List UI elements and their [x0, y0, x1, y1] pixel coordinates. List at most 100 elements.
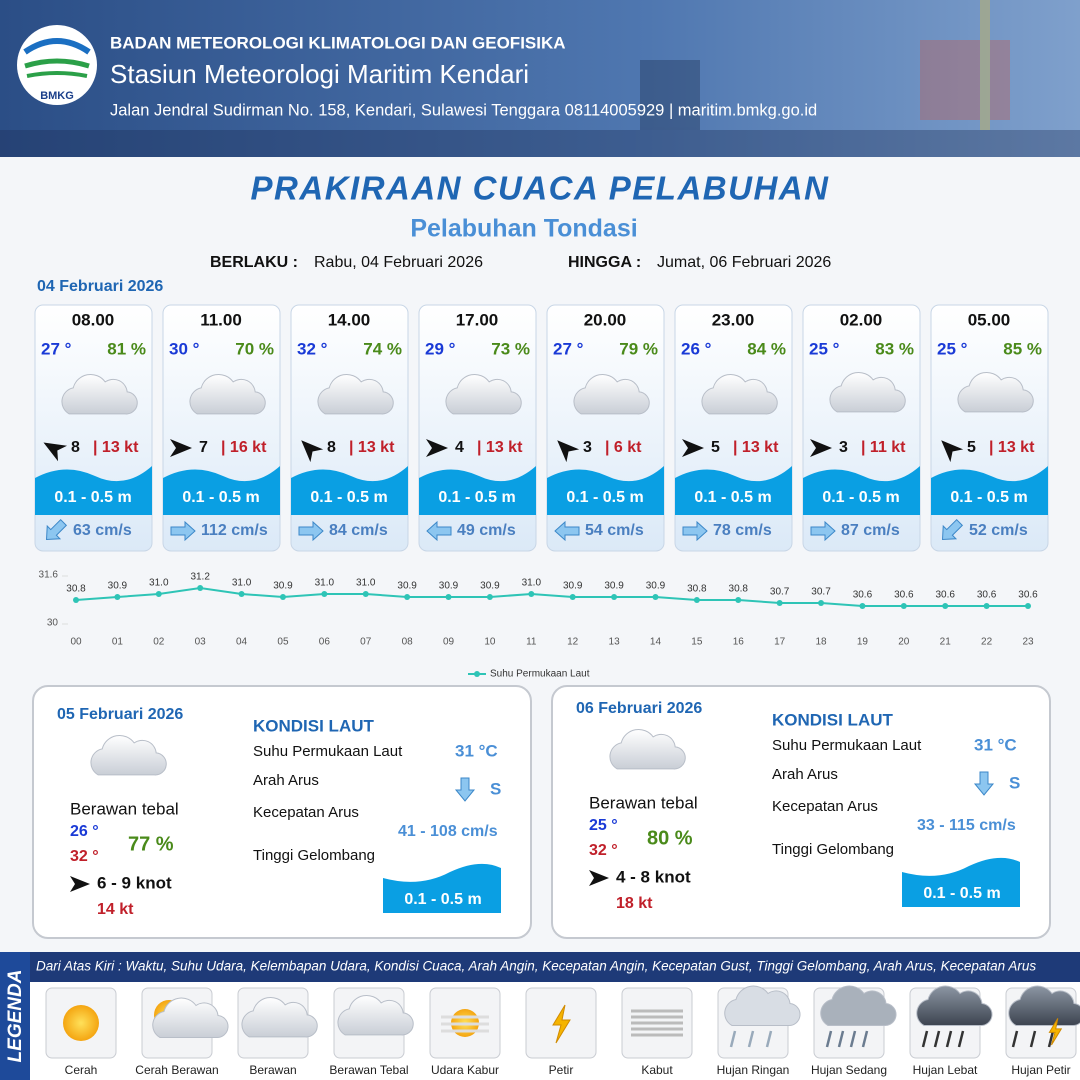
- legend-item: Petir: [549, 1063, 574, 1077]
- day-date: 06 Februari 2026: [576, 700, 702, 717]
- value-label: 30.6: [853, 590, 873, 601]
- cloud: [609, 728, 686, 770]
- wave-label: Tinggi Gelombang: [253, 847, 375, 864]
- gust: | 13 kt: [93, 439, 139, 456]
- cloud: [445, 373, 522, 415]
- wave-label: Tinggi Gelombang: [772, 841, 894, 858]
- x-tick-label: 22: [981, 637, 993, 648]
- y-tick-label: 30: [47, 618, 59, 629]
- rain: [729, 1030, 737, 1048]
- gust: | 13 kt: [733, 439, 779, 456]
- cloud: [701, 373, 778, 415]
- current-arrow: [973, 771, 995, 796]
- current-speed: 87 cm/s: [841, 522, 900, 539]
- legend-item: Hujan Ringan: [717, 1063, 790, 1077]
- temperature: 25 °: [809, 339, 840, 358]
- temperature: 32 °: [297, 339, 328, 358]
- time: 08.00: [72, 310, 115, 329]
- speed-label: Kecepatan Arus: [253, 804, 359, 821]
- current-speed: 33 - 115 cm/s: [917, 817, 1016, 834]
- sst-point: [486, 594, 493, 600]
- x-tick-label: 01: [112, 637, 124, 648]
- legend-item: Berawan: [249, 1063, 296, 1077]
- rain: [1047, 1030, 1055, 1048]
- x-tick-label: 20: [898, 637, 910, 648]
- temperature: 26 °: [681, 339, 712, 358]
- x-tick-label: 15: [691, 637, 703, 648]
- sea-title: KONDISI LAUT: [253, 716, 375, 735]
- legend-item: Hujan Petir: [1011, 1063, 1070, 1077]
- cloud: [337, 994, 414, 1036]
- y-tick-label: 31.6: [39, 570, 59, 581]
- header-bg: [0, 0, 1080, 157]
- time: 14.00: [328, 310, 371, 329]
- bolt: [552, 1004, 571, 1044]
- x-tick-label: 03: [195, 637, 207, 648]
- gust: | 16 kt: [221, 439, 267, 456]
- cloud: [317, 373, 394, 415]
- gust: | 13 kt: [477, 439, 523, 456]
- humidity: 83 %: [875, 339, 914, 358]
- wave-height: 0.1 - 0.5 m: [310, 489, 387, 506]
- dir-label: Arah Arus: [772, 766, 838, 783]
- legend-dot: [474, 671, 480, 677]
- sst-point: [900, 603, 907, 609]
- wind-speed: 5: [967, 439, 976, 456]
- sst-point: [362, 591, 369, 597]
- value-label: 31.0: [149, 578, 169, 589]
- x-tick-label: 10: [484, 637, 496, 648]
- value-label: 30.9: [108, 581, 128, 592]
- valid-from-label: BERLAKU :: [210, 254, 298, 271]
- gust: | 6 kt: [605, 439, 642, 456]
- time: 23.00: [712, 310, 755, 329]
- wind-speed: 8: [71, 439, 80, 456]
- temperature: 27 °: [553, 339, 584, 358]
- cloud: [820, 985, 897, 1027]
- bolt: [1048, 1018, 1063, 1046]
- temp-min: 26 °: [70, 823, 99, 840]
- current-arrow: [170, 520, 196, 542]
- logo-text: BMKG: [40, 90, 74, 102]
- cloud: [90, 734, 167, 776]
- value-label: 30.9: [604, 581, 624, 592]
- value-label: 30.7: [811, 587, 831, 598]
- rain: [861, 1030, 869, 1048]
- value-label: 30.8: [729, 584, 749, 595]
- cloud: [1008, 985, 1080, 1027]
- day-panel: [32, 685, 532, 939]
- x-tick-label: 09: [443, 637, 455, 648]
- value-label: 31.0: [356, 578, 376, 589]
- sst-point: [238, 591, 245, 597]
- wave: [803, 466, 920, 515]
- x-tick-label: 16: [733, 637, 745, 648]
- sst-point: [735, 597, 742, 603]
- wave-height: 0.1 - 0.5 m: [404, 891, 481, 908]
- cloud: [241, 996, 318, 1038]
- wave: [675, 466, 792, 515]
- wind-speed: 7: [199, 439, 208, 456]
- wind-speed: 3: [583, 439, 592, 456]
- gust: | 13 kt: [989, 439, 1035, 456]
- current-speed: 78 cm/s: [713, 522, 772, 539]
- time: 11.00: [200, 310, 242, 329]
- current-arrow: [426, 520, 452, 542]
- current-speed: 63 cm/s: [73, 522, 132, 539]
- value-label: 30.8: [66, 584, 86, 595]
- time: 02.00: [840, 310, 883, 329]
- humidity: 79 %: [619, 339, 658, 358]
- sst-point: [321, 591, 328, 597]
- sst-point: [942, 603, 949, 609]
- x-tick-label: 23: [1022, 637, 1034, 648]
- wind-speed: 5: [711, 439, 720, 456]
- value-label: 30.9: [397, 581, 417, 592]
- x-tick-label: 13: [609, 637, 621, 648]
- sst: 31 °C: [974, 735, 1017, 754]
- gust: 14 kt: [97, 901, 134, 918]
- humidity: 73 %: [491, 339, 530, 358]
- weather: Berawan tebal: [589, 793, 698, 812]
- sst-point: [611, 594, 618, 600]
- legend-title: LEGENDA: [5, 970, 26, 1063]
- subtitle: Pelabuhan Tondasi: [410, 215, 637, 243]
- sst-label: Suhu Permukaan Laut: [772, 737, 922, 754]
